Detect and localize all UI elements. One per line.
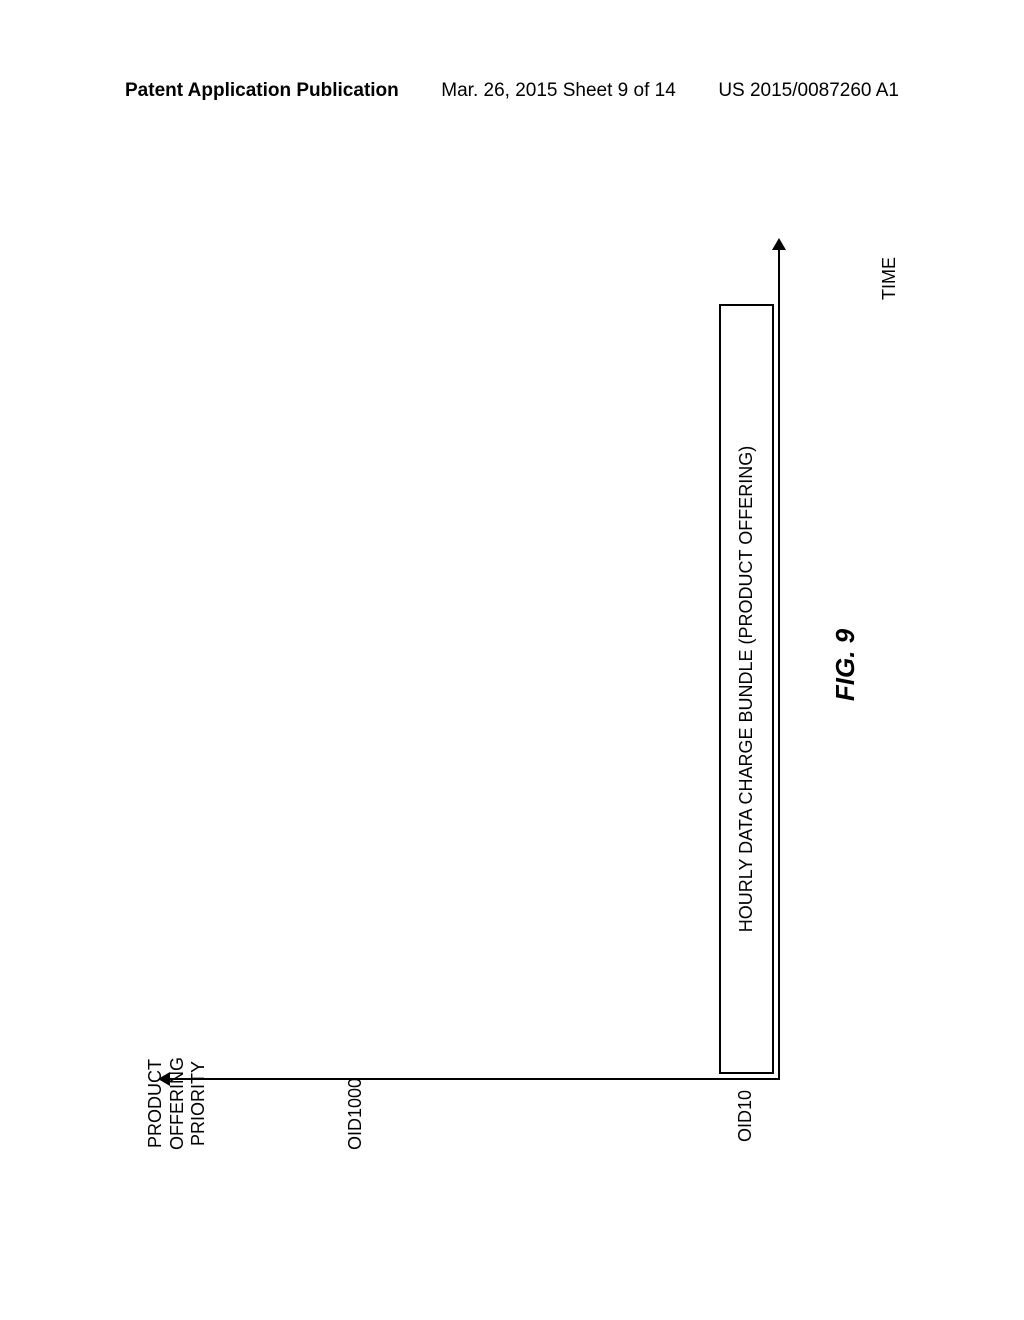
- header-left: Patent Application Publication: [125, 80, 399, 102]
- x-axis-title: TIME: [879, 240, 900, 300]
- header-center: Mar. 26, 2015 Sheet 9 of 14: [441, 80, 676, 102]
- y-tick-oid10: OID10: [735, 1090, 756, 1142]
- y-axis-arrow-icon: [158, 1072, 170, 1086]
- rotated-figure: PRODUCT OFFERING PRIORITY OID1000 OID10 …: [130, 160, 900, 1170]
- product-offering-bar: HOURLY DATA CHARGE BUNDLE (PRODUCT OFFER…: [719, 304, 774, 1074]
- chart-area: HOURLY DATA CHARGE BUNDLE (PRODUCT OFFER…: [170, 250, 780, 1080]
- figure-container: PRODUCT OFFERING PRIORITY OID1000 OID10 …: [130, 160, 900, 1170]
- y-axis-title-line1: PRODUCT: [145, 1057, 167, 1150]
- x-axis-line: [778, 250, 780, 1080]
- y-axis-line: [170, 1078, 780, 1080]
- header-right: US 2015/0087260 A1: [718, 80, 899, 102]
- y-tick-oid1000: OID1000: [345, 1078, 366, 1150]
- patent-header: Patent Application Publication Mar. 26, …: [0, 80, 1024, 102]
- x-axis-arrow-icon: [772, 238, 786, 250]
- figure-label: FIG. 9: [830, 160, 861, 1170]
- bar-label: HOURLY DATA CHARGE BUNDLE (PRODUCT OFFER…: [736, 446, 757, 932]
